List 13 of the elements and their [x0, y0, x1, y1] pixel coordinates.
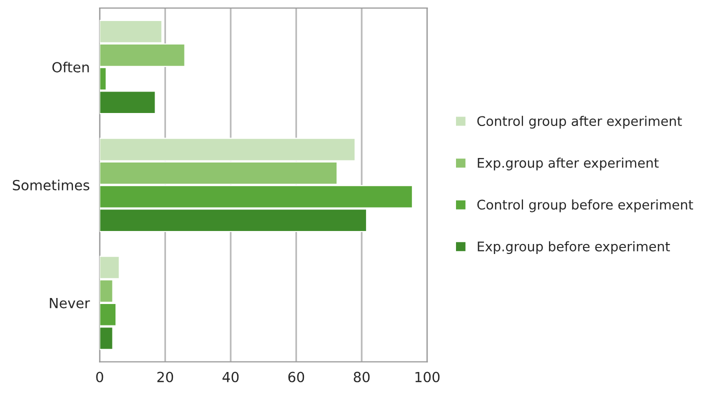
x-tick-label: 20 [157, 372, 174, 382]
y-tick-label: Never [50, 298, 90, 308]
y-tick-label: Sometimes [12, 180, 90, 190]
legend-label: Control group before experiment [477, 199, 694, 212]
x-tick-label: 60 [288, 372, 304, 382]
y-tick-label: Often [52, 62, 89, 72]
x-tick-label: 40 [222, 372, 239, 382]
x-tick-label: 100 [415, 372, 440, 382]
legend-label: Exp.group before experiment [478, 241, 670, 254]
x-tick-label: 80 [354, 372, 370, 382]
legend-label: Exp.group after experiment [478, 158, 659, 170]
x-tick-label: 0 [96, 372, 104, 382]
legend-label: Control group after experiment [477, 116, 682, 129]
